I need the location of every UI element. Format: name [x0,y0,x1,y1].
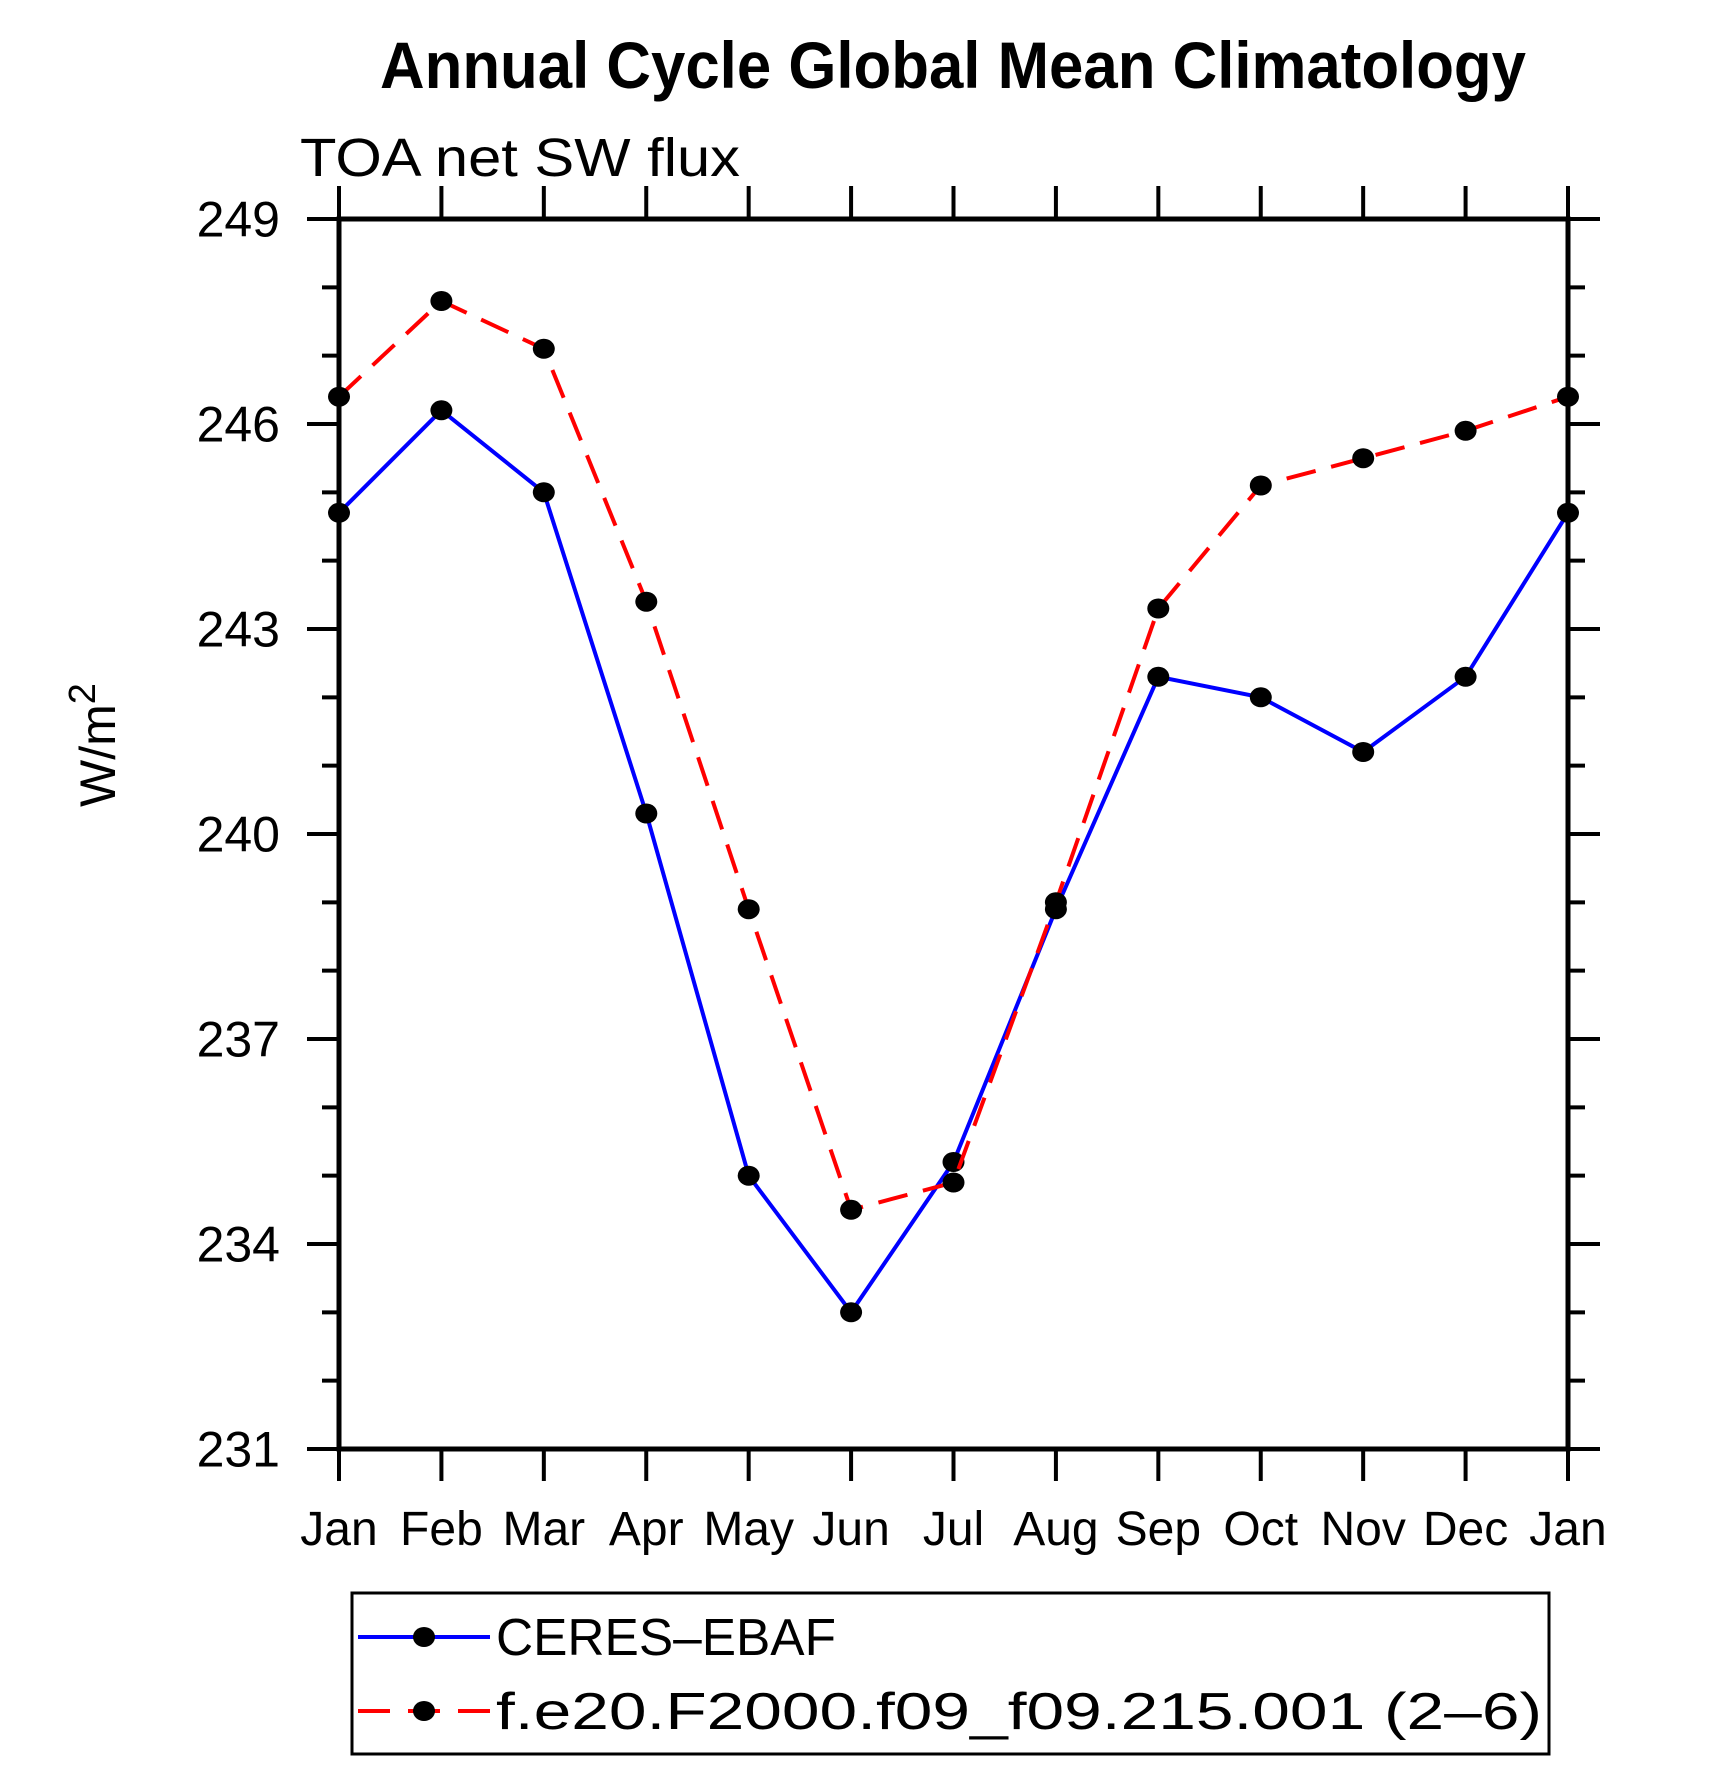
y-axis-tick-label: 246 [197,397,280,453]
series-1-marker [1249,475,1272,496]
x-axis-tick-label: Jun [812,1503,889,1556]
series-0-marker [1147,666,1170,687]
x-axis-tick-label: Mar [502,1503,585,1556]
y-axis-tick-label: 249 [197,192,280,248]
axis-tick-labels: 231 234 237 240 243 246 249 Jan Feb Mar Apr May Jun J… [197,192,1607,1557]
series-1-marker [635,591,658,612]
legend-sample-marker-model [413,1701,435,1721]
series-1-marker [430,291,453,311]
series-1-marker [1044,892,1067,913]
legend-label-model: f.e20.F2000.f09_f09.215.001 (2–6) [496,1683,1542,1741]
series-1-marker [942,1172,965,1193]
series-0-marker [1454,666,1477,687]
series-1-marker [532,338,555,359]
x-axis-tick-label: Dec [1423,1503,1508,1556]
series-1-marker [1147,598,1170,619]
y-axis-title-superscript: 2 [62,683,104,704]
x-axis-tick-label: Aug [1013,1503,1098,1556]
y-axis-tick-label: 237 [197,1012,280,1068]
y-axis-tick-label: 243 [197,602,280,658]
legend-label-ceres: CERES–EBAF [496,1609,836,1667]
series-1-marker [737,899,760,920]
y-axis-title-base: W/m [70,704,126,807]
series-0-marker [430,400,453,421]
series-0-marker [635,803,658,824]
x-axis-tick-label: Sep [1116,1503,1201,1556]
series-0-marker [737,1165,760,1186]
plot-frame [336,216,1571,1452]
y-axis-tick-label: 240 [197,807,280,863]
legend: CERES–EBAF f.e20.F2000.f09_f09.215.001 (… [350,1591,1551,1756]
y-axis-tick-label: 234 [197,1217,280,1273]
series-1-marker [1454,420,1477,441]
x-axis-tick-label: Apr [609,1503,684,1556]
legend-box [350,1591,1551,1756]
series-1-line [337,298,1569,1213]
x-axis-tick-label: Oct [1223,1503,1298,1556]
x-axis-tick-label: May [703,1503,794,1556]
x-axis-tick-label: Jul [923,1503,984,1556]
series-1-marker [840,1199,863,1220]
series-0-marker [1352,742,1375,762]
chart-subtitle: TOA net SW flux [300,128,740,188]
x-axis-tick-label: Feb [400,1503,483,1556]
y-axis-tick-label: 231 [197,1422,280,1478]
x-axis-tick-label: Jan [300,1503,377,1556]
data-series [328,291,1579,1323]
series-0-marker [840,1302,863,1323]
axis-ticks [307,186,1600,1481]
series-0-marker [1249,687,1272,708]
legend-sample-marker-ceres [413,1627,435,1647]
y-axis-title: W/m2 [62,683,126,807]
chart-title: Annual Cycle Global Mean Climatology [380,28,1526,102]
x-axis-tick-label: Nov [1320,1503,1405,1556]
x-axis-tick-label: Jan [1529,1503,1606,1556]
series-1-marker [1352,448,1375,469]
series-0-marker [532,482,555,503]
